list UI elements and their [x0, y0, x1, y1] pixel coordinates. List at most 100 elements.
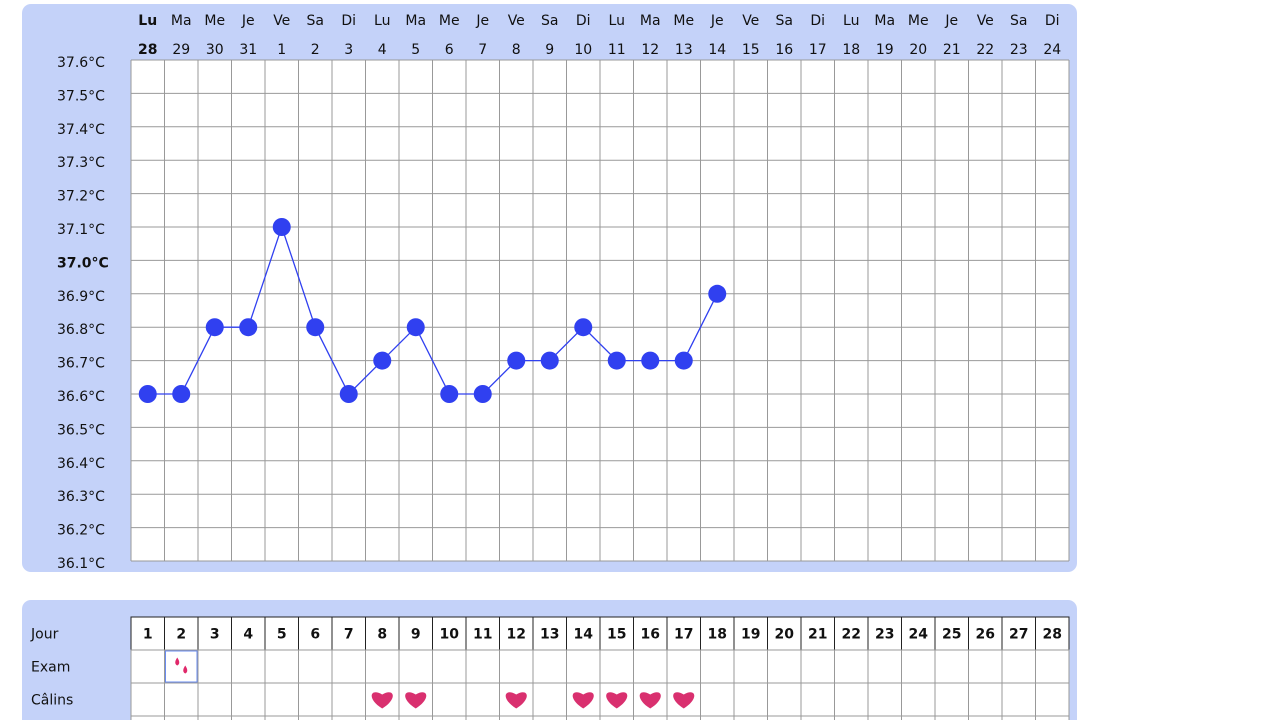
weekday-label: Me [673, 13, 694, 29]
cell [130, 715, 165, 724]
row-label: Câlins [31, 693, 73, 709]
y-tick-label: 36.5°C [57, 422, 105, 438]
x-tick-label: 18 [842, 42, 860, 58]
weekday-label: Di [1045, 13, 1060, 29]
day-number: 4 [243, 627, 253, 643]
row-label: Jour [30, 627, 59, 643]
cell [834, 715, 869, 724]
day-number: 25 [942, 627, 961, 643]
weekday-label: Sa [307, 13, 324, 29]
x-tick-label: 31 [239, 42, 257, 58]
weekday-label: Je [475, 13, 489, 29]
data-point [574, 318, 593, 337]
day-cell [264, 616, 299, 651]
weekday-label: Lu [843, 13, 859, 29]
day-cell [465, 616, 500, 651]
data-point [138, 385, 157, 403]
day-number: 9 [411, 627, 421, 643]
weekday-label: Me [439, 13, 460, 29]
y-tick-label: 36.4°C [57, 456, 105, 472]
cell [834, 682, 869, 717]
heart-icon [572, 692, 594, 709]
weekday-label: Di [576, 13, 591, 29]
x-tick-label: 7 [478, 42, 487, 58]
cell [130, 649, 165, 684]
day-number: 11 [473, 627, 492, 643]
x-tick-label: 19 [876, 42, 894, 58]
heart-icon [639, 692, 661, 709]
heart-icon [405, 692, 427, 709]
cell [1035, 649, 1070, 684]
cell [599, 649, 634, 684]
cell [599, 715, 634, 724]
cell [934, 682, 969, 717]
weekday-label: Je [944, 13, 958, 29]
cell [700, 715, 735, 724]
x-tick-label: 17 [809, 42, 827, 58]
data-point [440, 385, 459, 403]
data-point [540, 351, 559, 370]
cell [901, 682, 936, 717]
heart-icon [673, 692, 695, 709]
weekday-label: Me [204, 13, 225, 29]
weekday-label: Ve [508, 13, 525, 29]
cell [331, 682, 366, 717]
data-point [708, 284, 727, 303]
cell [298, 715, 333, 724]
cell [1001, 682, 1036, 717]
weekday-label: Lu [609, 13, 625, 29]
day-number: 24 [909, 627, 929, 643]
x-tick-label: 4 [378, 42, 387, 58]
cell [800, 715, 835, 724]
cell [767, 682, 802, 717]
day-number: 17 [674, 627, 693, 643]
cell [867, 649, 902, 684]
day-cell [566, 616, 601, 651]
cell [331, 715, 366, 724]
day-number: 19 [741, 627, 760, 643]
x-tick-label: 20 [909, 42, 927, 58]
cell [532, 649, 567, 684]
weekday-label: Lu [374, 13, 390, 29]
cell [264, 649, 299, 684]
exam-cell [165, 650, 198, 683]
day-number: 23 [875, 627, 894, 643]
data-point [172, 385, 191, 403]
day-cell [767, 616, 802, 651]
cell [867, 682, 902, 717]
day-number: 2 [176, 627, 186, 643]
x-tick-label: 9 [545, 42, 554, 58]
y-tick-label: 37.0°C [57, 255, 109, 271]
day-number: 6 [310, 627, 320, 643]
day-cell [633, 616, 668, 651]
x-tick-label: 16 [775, 42, 793, 58]
x-tick-label: 14 [708, 42, 726, 58]
day-number: 8 [377, 627, 387, 643]
x-tick-label: 12 [641, 42, 659, 58]
x-tick-label: 1 [277, 42, 286, 58]
day-number: 16 [641, 627, 660, 643]
day-number: 13 [540, 627, 559, 643]
day-number: 12 [507, 627, 526, 643]
cell [499, 649, 534, 684]
x-tick-label: 5 [411, 42, 420, 58]
x-tick-label: 11 [608, 42, 626, 58]
y-tick-label: 36.9°C [57, 289, 105, 305]
cell [432, 682, 467, 717]
x-tick-label: 28 [138, 42, 157, 58]
y-tick-label: 36.2°C [57, 523, 105, 539]
day-number: 22 [842, 627, 861, 643]
cell [532, 682, 567, 717]
cell [197, 715, 232, 724]
weekday-label: Ma [640, 13, 661, 29]
day-number: 10 [440, 627, 460, 643]
x-tick-label: 24 [1043, 42, 1061, 58]
cell [666, 715, 701, 724]
cell [465, 715, 500, 724]
data-point [674, 351, 693, 370]
cell [733, 649, 768, 684]
day-number: 20 [775, 627, 795, 643]
day-cell [666, 616, 701, 651]
x-tick-label: 6 [445, 42, 454, 58]
